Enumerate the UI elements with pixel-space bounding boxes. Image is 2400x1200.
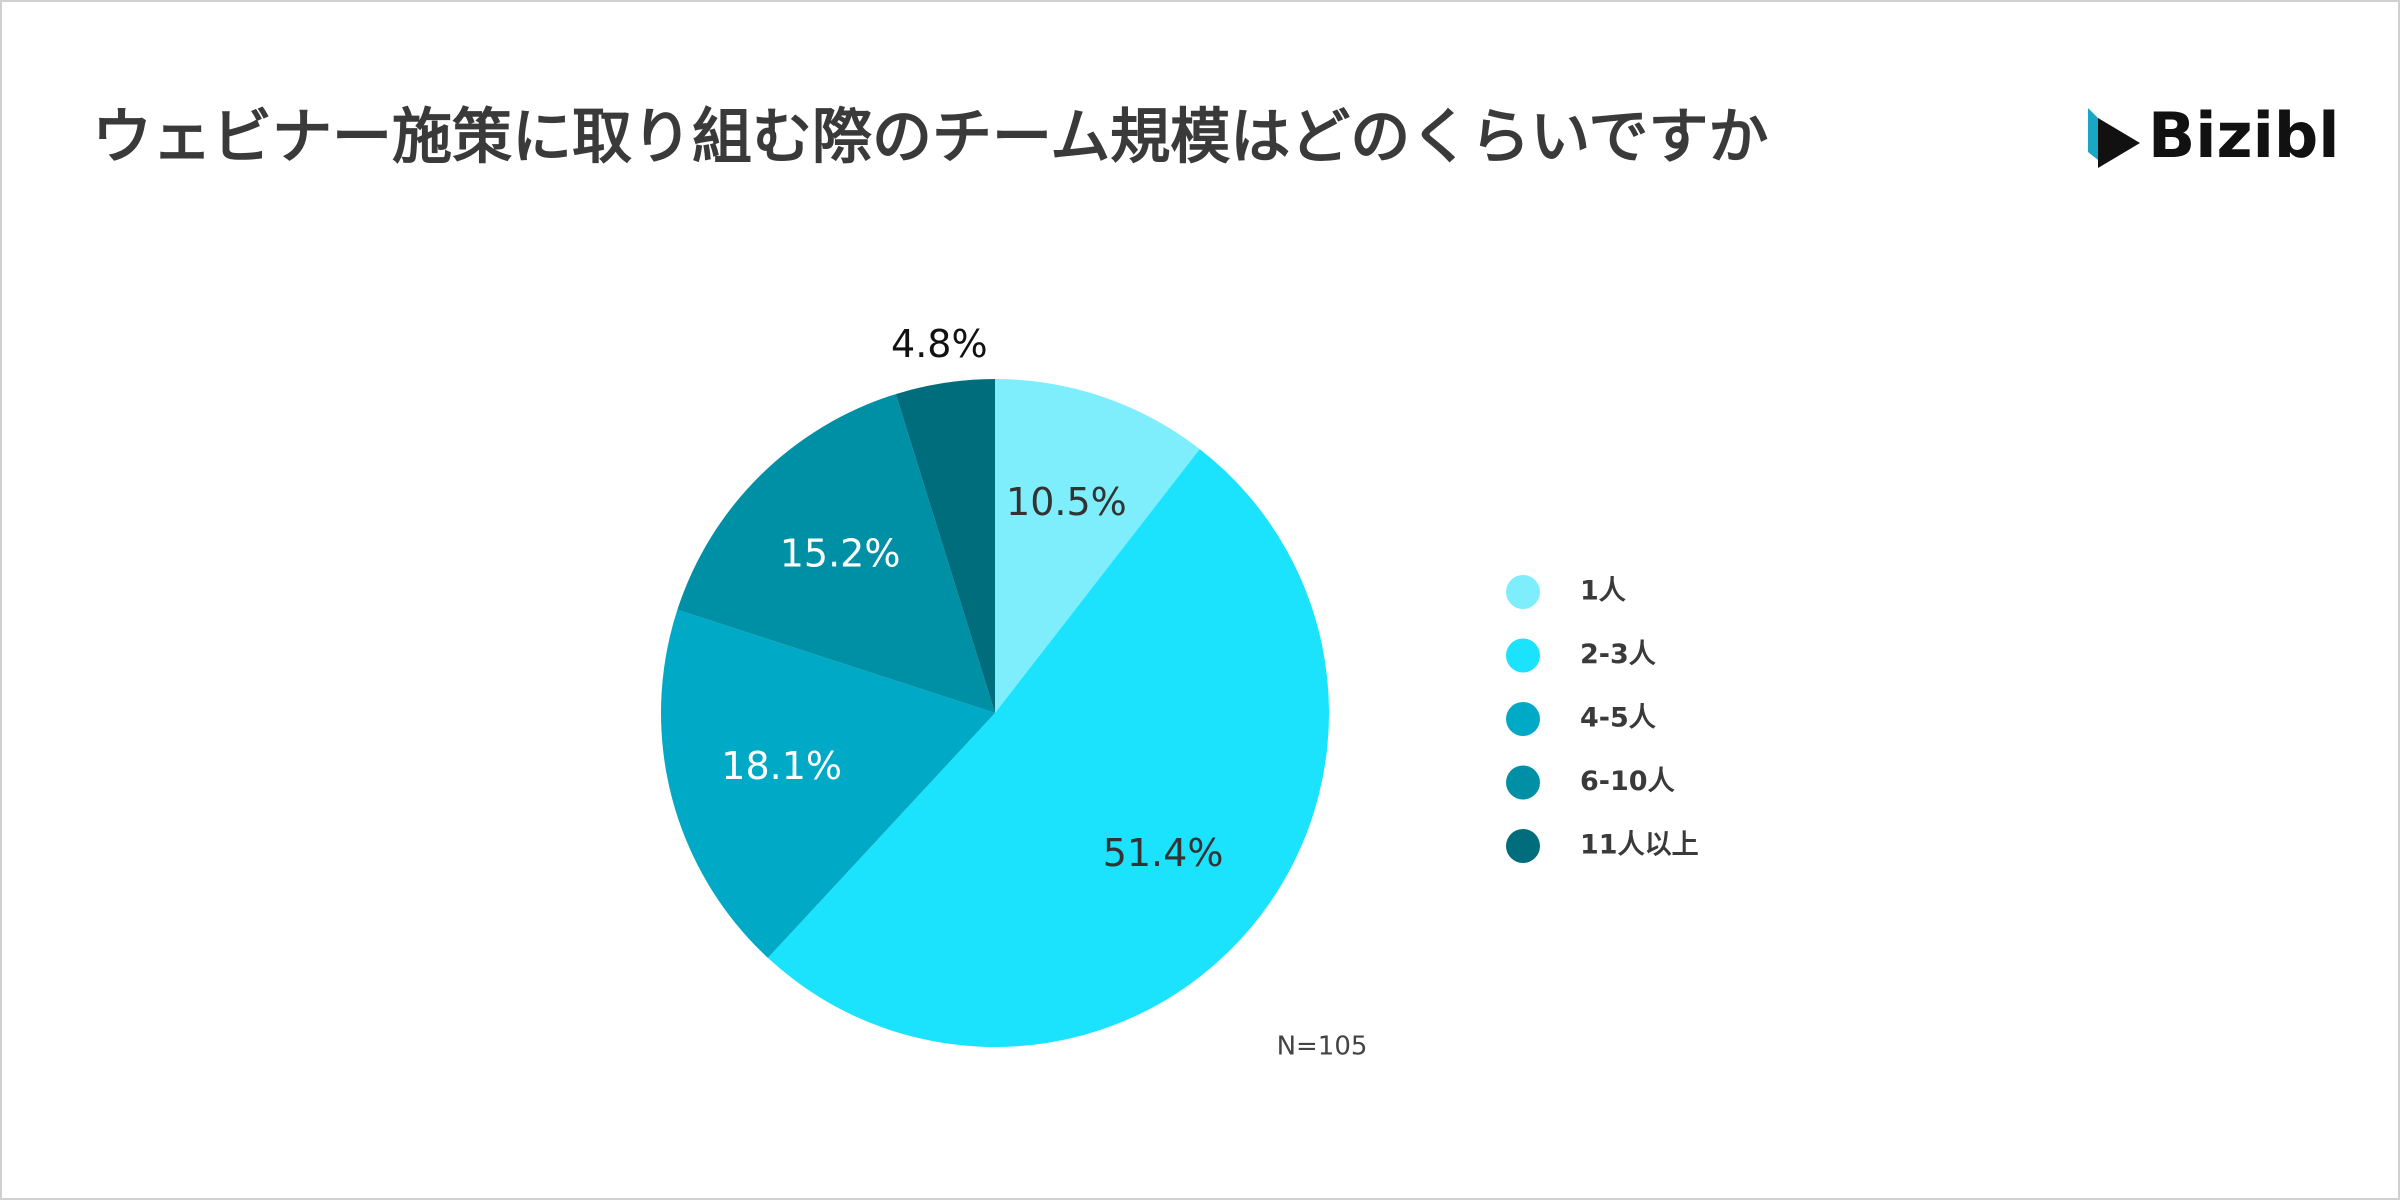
logo-mark-back: [2088, 108, 2098, 160]
legend-label: 6-10人: [1580, 766, 1675, 797]
pie-slice: [767, 449, 1329, 1047]
legend-label: 4-5人: [1580, 703, 1656, 734]
logo-mark: [2098, 118, 2140, 168]
chart-title: ウェビナー施策に取り組む際のチーム規模はどのくらいですか: [92, 103, 1768, 173]
annotation: N=105: [1277, 1032, 1368, 1062]
data-label: 4.8%: [891, 322, 988, 366]
data-label: 51.4%: [1103, 831, 1224, 875]
legend-swatch: [1506, 829, 1540, 863]
legend-label: 1人: [1580, 576, 1626, 607]
data-label: 10.5%: [1006, 480, 1127, 524]
legend-swatch: [1506, 765, 1540, 800]
pie-slice: [677, 394, 995, 713]
pie-slice: [995, 379, 1200, 713]
logo-text: Bizibl: [2148, 99, 2339, 172]
pie-slice: [895, 379, 995, 713]
data-label: 15.2%: [780, 532, 901, 576]
data-label: 18.1%: [721, 744, 842, 788]
legend-swatch: [1506, 638, 1540, 673]
legend-swatch: [1506, 702, 1540, 736]
legend-swatch: [1506, 575, 1540, 609]
legend-label: 2-3人: [1580, 639, 1656, 670]
logo: Bizibl: [2088, 99, 2339, 172]
legend-label: 11人以上: [1580, 830, 1699, 861]
pie-slice: [661, 609, 995, 958]
